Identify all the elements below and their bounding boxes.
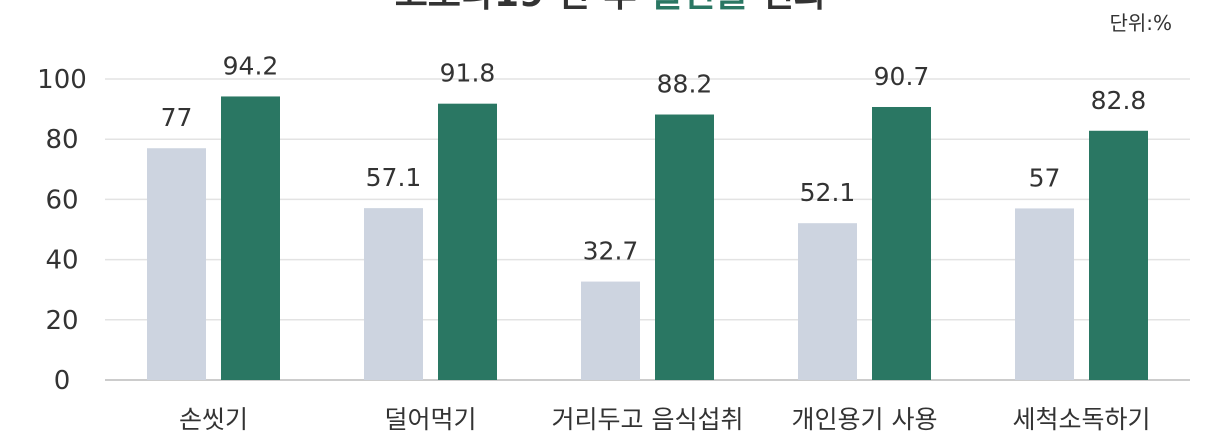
chart-title: 코로나19 전·후 실천율 변화 xyxy=(395,0,828,15)
value-label: 57.1 xyxy=(366,163,422,192)
y-tick-label: 80 xyxy=(45,125,78,155)
y-tick-label: 40 xyxy=(45,246,78,276)
value-label: 77 xyxy=(161,103,193,132)
x-tick-label: 세척소독하기 xyxy=(1012,405,1150,434)
bar xyxy=(1015,208,1074,380)
value-label: 94.2 xyxy=(223,51,279,80)
bar xyxy=(221,96,280,380)
bar xyxy=(798,223,857,380)
bar xyxy=(147,148,206,380)
value-label: 88.2 xyxy=(657,70,713,99)
bar xyxy=(364,208,423,380)
x-tick-label: 개인용기 사용 xyxy=(792,405,938,434)
value-label: 32.7 xyxy=(583,237,639,266)
bar xyxy=(655,114,714,380)
value-label: 90.7 xyxy=(874,62,930,91)
y-tick-label: 60 xyxy=(45,185,78,215)
bar xyxy=(438,103,497,380)
y-tick-label: 20 xyxy=(45,306,78,336)
title-part: 코로나19 전·후 xyxy=(395,0,649,15)
x-tick-label: 거리두고 음식섭취 xyxy=(552,405,744,434)
value-label: 57 xyxy=(1029,163,1061,192)
x-tick-label: 손씻기 xyxy=(179,405,248,434)
y-tick-label: 0 xyxy=(54,366,71,396)
title-highlight: 실천율 xyxy=(649,0,748,15)
bar xyxy=(1089,130,1148,380)
bar xyxy=(581,281,640,380)
value-label: 91.8 xyxy=(440,59,496,88)
title-part: 변화 xyxy=(749,0,828,15)
value-label: 52.1 xyxy=(800,178,856,207)
value-label: 82.8 xyxy=(1091,86,1147,115)
unit-label: 단위:% xyxy=(1109,11,1172,35)
x-tick-label: 덜어먹기 xyxy=(384,405,476,434)
bar xyxy=(872,106,931,381)
y-tick-label: 100 xyxy=(37,65,87,95)
